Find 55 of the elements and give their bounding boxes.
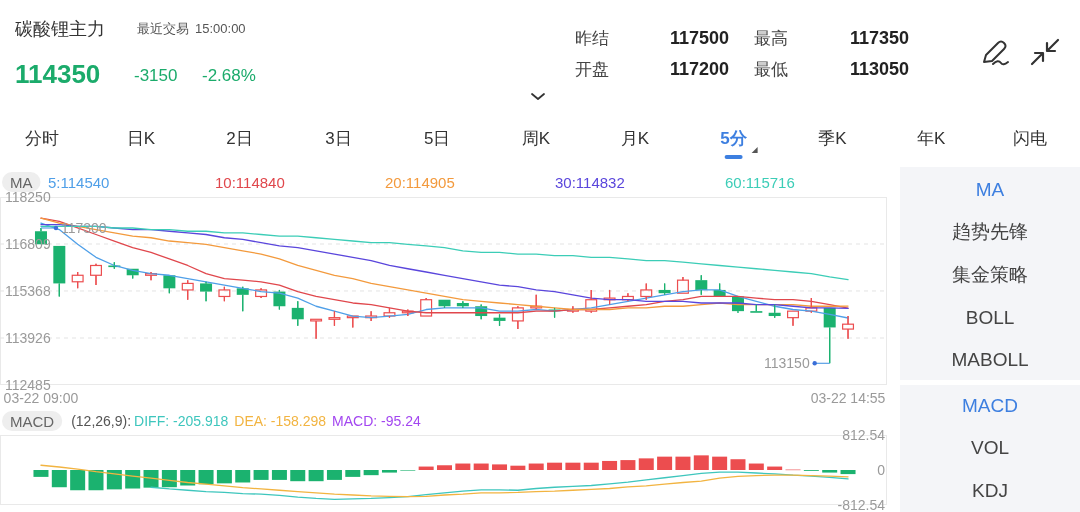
header-label: -3150 (134, 65, 178, 85)
tab-label: 分时 (25, 128, 59, 148)
header-label: 最近交易 (137, 20, 189, 36)
menu-label: MA (975, 178, 1005, 200)
y-tick-label: 112485 (5, 377, 51, 393)
tab-label: 周K (521, 128, 551, 148)
legend-label: 60:115716 (725, 173, 795, 191)
menu-label: VOL (971, 436, 1009, 458)
legend-label: DIFF: -205.918 (134, 413, 229, 429)
x-tick-label: 03-22 14:55 (810, 390, 886, 406)
header-label: 117500 (670, 28, 730, 48)
tab-label: 月K (620, 128, 649, 148)
legend-title: MACD (10, 412, 55, 430)
annotation: 113150 (764, 355, 810, 372)
header-label: -2.68% (202, 65, 256, 85)
legend-label: 20:114905 (385, 173, 455, 191)
x-tick-label: 03-22 09:00 (3, 390, 79, 406)
legend-label: 30:114832 (555, 173, 625, 191)
tab-label: 5分 (720, 128, 747, 148)
legend-title: MA (10, 173, 33, 191)
tab-label: 3日 (325, 128, 352, 148)
y-tick-label: -812.54 (837, 497, 885, 512)
header-label: 昨结 (575, 28, 609, 48)
y-tick-label: 118250 (5, 189, 51, 205)
tab-label: 闪电 (1013, 128, 1047, 148)
header-label: 最低 (754, 59, 788, 79)
menu-label: MABOLL (951, 348, 1029, 370)
y-tick-label: 812.54 (842, 427, 885, 443)
menu-label: 集金策略 (952, 263, 1028, 285)
y-tick-label: 116809 (5, 236, 51, 252)
header-label: 最高 (754, 28, 788, 48)
menu-label: KDJ (972, 479, 1008, 501)
tab-label: 2日 (226, 128, 253, 148)
header-label: 113050 (850, 59, 910, 79)
subtitle: (12,26,9): (71, 413, 132, 429)
y-tick-label: 113926 (5, 330, 51, 346)
menu-label: MACD (962, 394, 1018, 416)
header-label: 117200 (670, 59, 730, 79)
y-tick-label: 0 (877, 462, 885, 478)
legend-label: DEA: -158.298 (234, 413, 327, 429)
header-label: 15:00:00 (195, 20, 246, 36)
note: MACD: -95.24 (332, 413, 421, 429)
header-label: 114350 (15, 59, 101, 89)
tab-label: 季K (818, 128, 847, 148)
y-tick-label: 115368 (5, 283, 51, 299)
legend-label: 5:114540 (48, 173, 110, 191)
tab-label: 年K (917, 128, 946, 148)
menu-label: 趋势先锋 (952, 220, 1028, 242)
header-label: 开盘 (575, 59, 609, 79)
tab-label: 5日 (423, 128, 451, 148)
header-label: 117350 (850, 28, 910, 48)
legend-label: 10:114840 (215, 173, 285, 191)
menu-label: BOLL (965, 306, 1015, 328)
title: 碳酸锂主力 (15, 19, 105, 39)
tab-label: 日K (126, 128, 155, 148)
